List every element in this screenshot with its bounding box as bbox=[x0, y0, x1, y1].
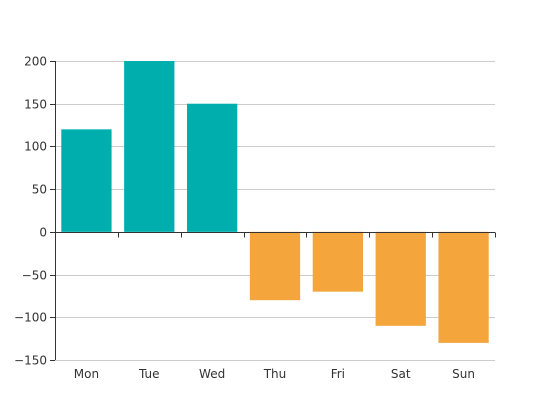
y-tick-label: 200 bbox=[24, 55, 47, 69]
x-tick-label-tue: Tue bbox=[138, 367, 160, 381]
y-tick-label: −150 bbox=[14, 354, 47, 368]
bars bbox=[61, 61, 489, 343]
gridlines bbox=[55, 61, 495, 361]
bar-sat bbox=[375, 231, 426, 326]
y-tick-label: 150 bbox=[24, 98, 47, 112]
bar-sun bbox=[438, 231, 489, 343]
tick-labels: 200 150 100 50 0 −50 −100 −150 Mon Tue Wed Thu Fri Sa… bbox=[14, 55, 475, 382]
x-tick-label-thu: Thu bbox=[263, 367, 287, 381]
x-tick-label-fri: Fri bbox=[331, 367, 345, 381]
x-tick-label-mon: Mon bbox=[74, 367, 99, 381]
bar-fri bbox=[312, 231, 363, 292]
x-tick-label-sat: Sat bbox=[391, 367, 411, 381]
y-tick-label: −100 bbox=[14, 311, 47, 325]
y-tick-label: 100 bbox=[24, 140, 47, 154]
bar-tue bbox=[124, 61, 175, 232]
x-tick-label-wed: Wed bbox=[199, 367, 225, 381]
bar-thu bbox=[249, 231, 301, 301]
bar-mon bbox=[61, 129, 112, 232]
y-tick-label: 50 bbox=[32, 183, 47, 197]
bar-wed bbox=[187, 103, 238, 232]
y-tick-label: 0 bbox=[39, 226, 47, 240]
axes bbox=[50, 61, 496, 361]
x-tick-label-sun: Sun bbox=[452, 367, 475, 381]
y-tick-label: −50 bbox=[22, 269, 47, 283]
